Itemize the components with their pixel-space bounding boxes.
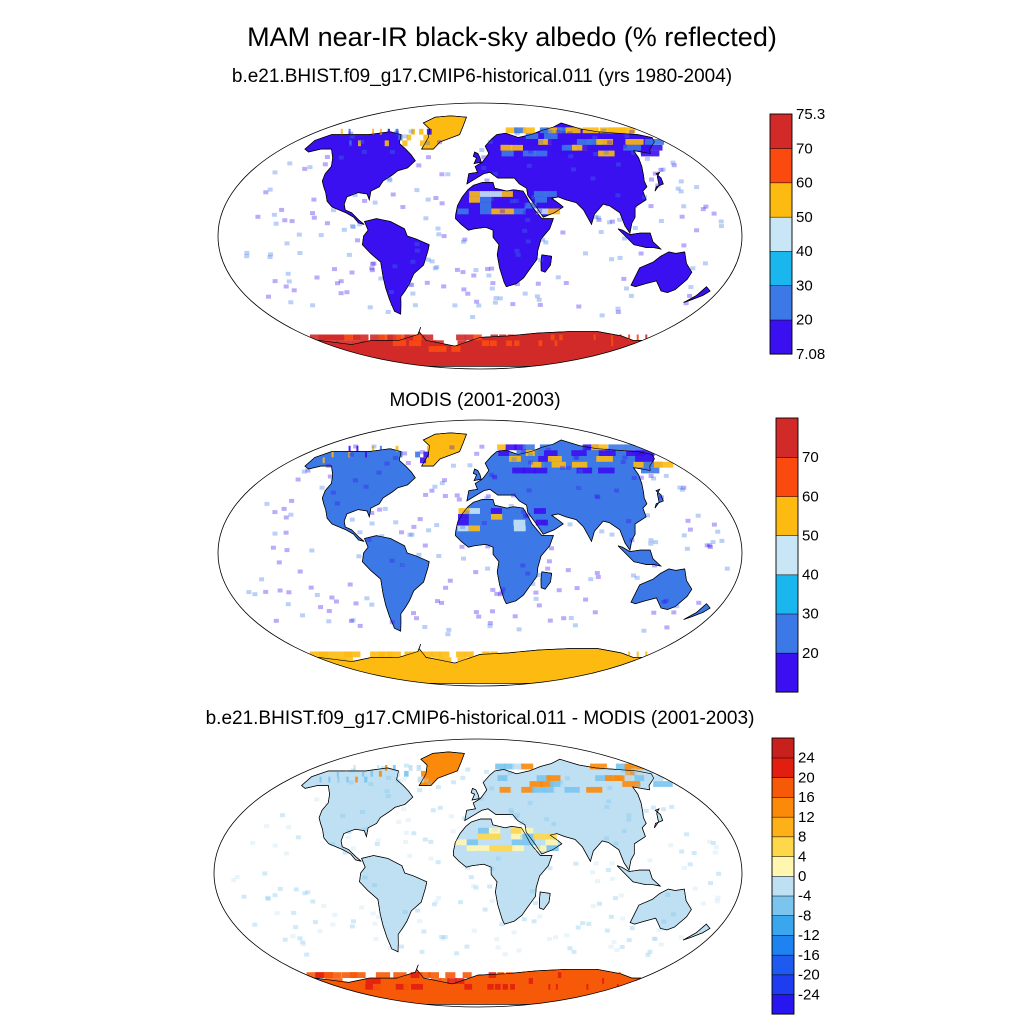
map-border: [213, 738, 743, 1008]
colorbar-label: -16: [798, 947, 820, 964]
colorbar-segment: [771, 777, 795, 798]
panel-3-title: b.e21.BHIST.f09_g17.CMIP6-historical.011…: [205, 708, 755, 729]
colorbar-label: 70: [796, 140, 813, 157]
colorbar-segment: [771, 836, 795, 857]
colorbar-label: 70: [802, 449, 819, 466]
colorbar-segment: [771, 994, 795, 1015]
colorbar-segment: [775, 574, 799, 615]
colorbar-segment: [769, 285, 793, 321]
colorbar-label: 40: [796, 243, 813, 260]
colorbar-segment: [771, 875, 795, 897]
main-title: MAM near-IR black-sky albedo (% reflecte…: [247, 22, 777, 52]
map-panel-1: [217, 102, 743, 370]
colorbar-segment: [775, 496, 799, 536]
colorbar-segment: [775, 456, 799, 497]
colorbar-label: 12: [798, 809, 815, 826]
colorbar-segment: [769, 113, 793, 149]
colorbar-label: 16: [798, 789, 815, 806]
colorbar-segment: [771, 757, 795, 778]
colorbar-label: 24: [798, 750, 815, 767]
colorbar-label: 4: [798, 848, 806, 865]
colorbar-label: 40: [802, 567, 819, 584]
map-panel-2: [217, 419, 743, 687]
colorbar-segment: [775, 652, 799, 693]
colorbar-label: 50: [796, 209, 813, 226]
map-panel-3: [213, 738, 743, 1008]
colorbar-label: -24: [798, 986, 820, 1003]
colorbar-label: 60: [802, 488, 819, 505]
colorbar-label: 30: [796, 277, 813, 294]
colorbar-label: 30: [802, 606, 819, 623]
colorbar-segment: [771, 796, 795, 818]
colorbar-2: 70 60 50 40 30 20: [775, 417, 819, 693]
colorbar-segment: [771, 954, 795, 976]
colorbar-label: 60: [796, 175, 813, 192]
colorbar-segment: [771, 737, 795, 759]
colorbar-label: -12: [798, 927, 820, 944]
colorbar-label: 50: [802, 527, 819, 544]
colorbar-label: 20: [798, 769, 815, 786]
colorbar-label: 0: [798, 868, 806, 885]
colorbar-segment: [769, 319, 793, 355]
colorbar-segment: [771, 974, 795, 995]
colorbar-segment: [769, 182, 793, 218]
colorbar-1: 75.3 70 60 50 40 30 20 7.08: [769, 106, 825, 363]
colorbar-segment: [775, 613, 799, 654]
colorbar-segment: [769, 148, 793, 184]
colorbar-label: 7.08: [796, 346, 825, 363]
colorbar-segment: [771, 915, 795, 936]
colorbar-3: 24 20 16 12 8 4 0 -4 -8 -12 -16 -20 -24: [771, 737, 820, 1015]
colorbar-label: -20: [798, 967, 820, 984]
panel-1-title: b.e21.BHIST.f09_g17.CMIP6-historical.011…: [231, 66, 733, 87]
colorbar-label: 8: [798, 829, 806, 846]
colorbar-segment: [771, 856, 795, 877]
colorbar-segment: [769, 250, 793, 286]
colorbar-segment: [775, 417, 799, 458]
colorbar-segment: [771, 934, 795, 956]
colorbar-label: -4: [798, 888, 811, 905]
colorbar-label: 20: [802, 645, 819, 662]
colorbar-segment: [775, 535, 799, 576]
panel-2-title: MODIS (2001-2003): [389, 390, 561, 411]
map-border: [217, 419, 743, 687]
colorbar-segment: [771, 895, 795, 916]
ocean: [218, 420, 742, 686]
colorbar-label: 75.3: [796, 106, 825, 123]
colorbar-label: 20: [796, 312, 813, 329]
colorbar-label: -8: [798, 907, 811, 924]
colorbar-segment: [771, 816, 795, 838]
map-border: [217, 102, 743, 370]
colorbar-segment: [769, 216, 793, 252]
